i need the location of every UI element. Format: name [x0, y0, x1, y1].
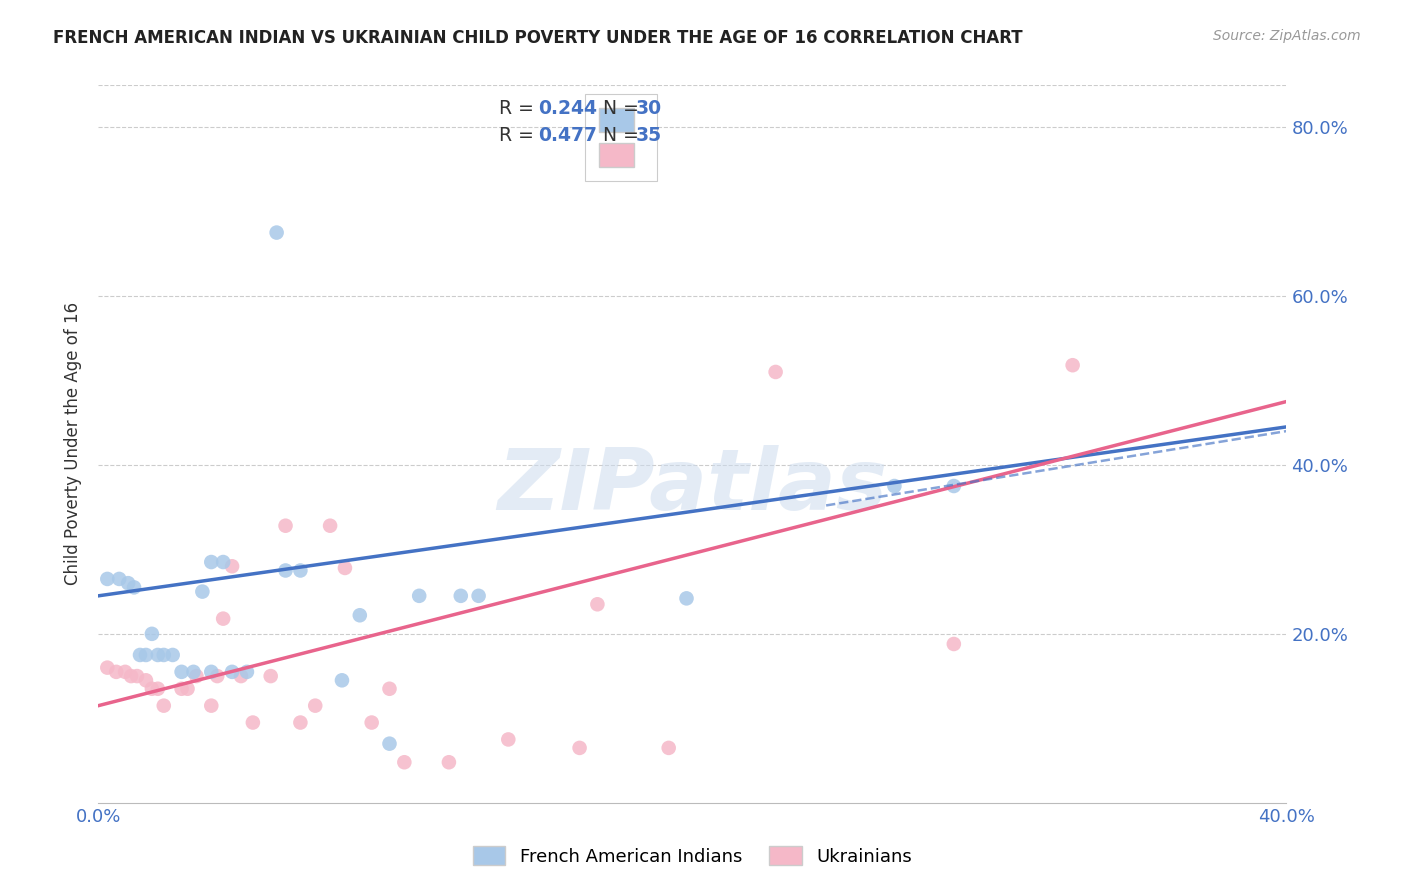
Point: [141, 627, 163, 641]
Point: [330, 673, 353, 688]
Point: [467, 589, 489, 603]
Point: [105, 665, 128, 679]
Point: [266, 226, 288, 240]
Point: [675, 591, 697, 606]
Point: [117, 576, 139, 591]
Point: [394, 756, 416, 770]
Point: [96, 660, 118, 674]
Point: [378, 681, 401, 696]
Point: [152, 698, 174, 713]
Point: [162, 648, 184, 662]
Point: [319, 518, 342, 533]
Point: [200, 665, 222, 679]
Point: [498, 732, 520, 747]
Point: [260, 669, 283, 683]
Point: [290, 564, 312, 578]
Point: [212, 555, 235, 569]
Point: [349, 608, 371, 623]
Point: [146, 648, 169, 662]
Point: [883, 479, 905, 493]
Text: N =: N =: [603, 99, 645, 119]
Point: [152, 648, 174, 662]
Point: [1062, 358, 1084, 372]
Point: [586, 597, 609, 611]
Y-axis label: Child Poverty Under the Age of 16: Child Poverty Under the Age of 16: [63, 302, 82, 585]
Point: [304, 698, 326, 713]
Point: [170, 665, 193, 679]
Text: N =: N =: [603, 126, 645, 145]
Point: [333, 561, 356, 575]
Text: 35: 35: [636, 126, 662, 145]
Point: [942, 479, 965, 493]
Point: [236, 665, 259, 679]
Point: [942, 637, 965, 651]
Point: [200, 698, 222, 713]
Text: Source: ZipAtlas.com: Source: ZipAtlas.com: [1213, 29, 1361, 43]
Point: [125, 669, 148, 683]
Point: [408, 589, 430, 603]
Point: [120, 669, 142, 683]
Point: [176, 681, 198, 696]
Point: [221, 559, 243, 574]
Text: FRENCH AMERICAN INDIAN VS UKRAINIAN CHILD POVERTY UNDER THE AGE OF 16 CORRELATIO: FRENCH AMERICAN INDIAN VS UKRAINIAN CHIL…: [53, 29, 1024, 46]
Point: [290, 715, 312, 730]
Point: [141, 681, 163, 696]
Point: [274, 518, 297, 533]
Legend: French American Indians, Ukrainians: French American Indians, Ukrainians: [465, 839, 920, 872]
Point: [212, 612, 235, 626]
Point: [229, 669, 252, 683]
Point: [450, 589, 472, 603]
Text: R =: R =: [499, 126, 540, 145]
Text: 30: 30: [636, 99, 662, 119]
Point: [135, 648, 157, 662]
Point: [205, 669, 228, 683]
Point: [200, 555, 222, 569]
Point: [221, 665, 243, 679]
Point: [114, 665, 136, 679]
Point: [242, 715, 264, 730]
Point: [96, 572, 118, 586]
Point: [378, 737, 401, 751]
Point: [170, 681, 193, 696]
Text: ZIPatlas: ZIPatlas: [498, 445, 887, 528]
Point: [658, 740, 681, 755]
Point: [191, 584, 214, 599]
Point: [183, 665, 205, 679]
Text: R =: R =: [499, 99, 540, 119]
Point: [129, 648, 152, 662]
Point: [437, 756, 460, 770]
Text: 0.244: 0.244: [538, 99, 598, 119]
Point: [568, 740, 591, 755]
Text: 0.477: 0.477: [538, 126, 598, 145]
Point: [274, 564, 297, 578]
Point: [108, 572, 131, 586]
Point: [765, 365, 787, 379]
Point: [122, 581, 145, 595]
Point: [135, 673, 157, 688]
Point: [146, 681, 169, 696]
Point: [186, 669, 208, 683]
Point: [360, 715, 382, 730]
